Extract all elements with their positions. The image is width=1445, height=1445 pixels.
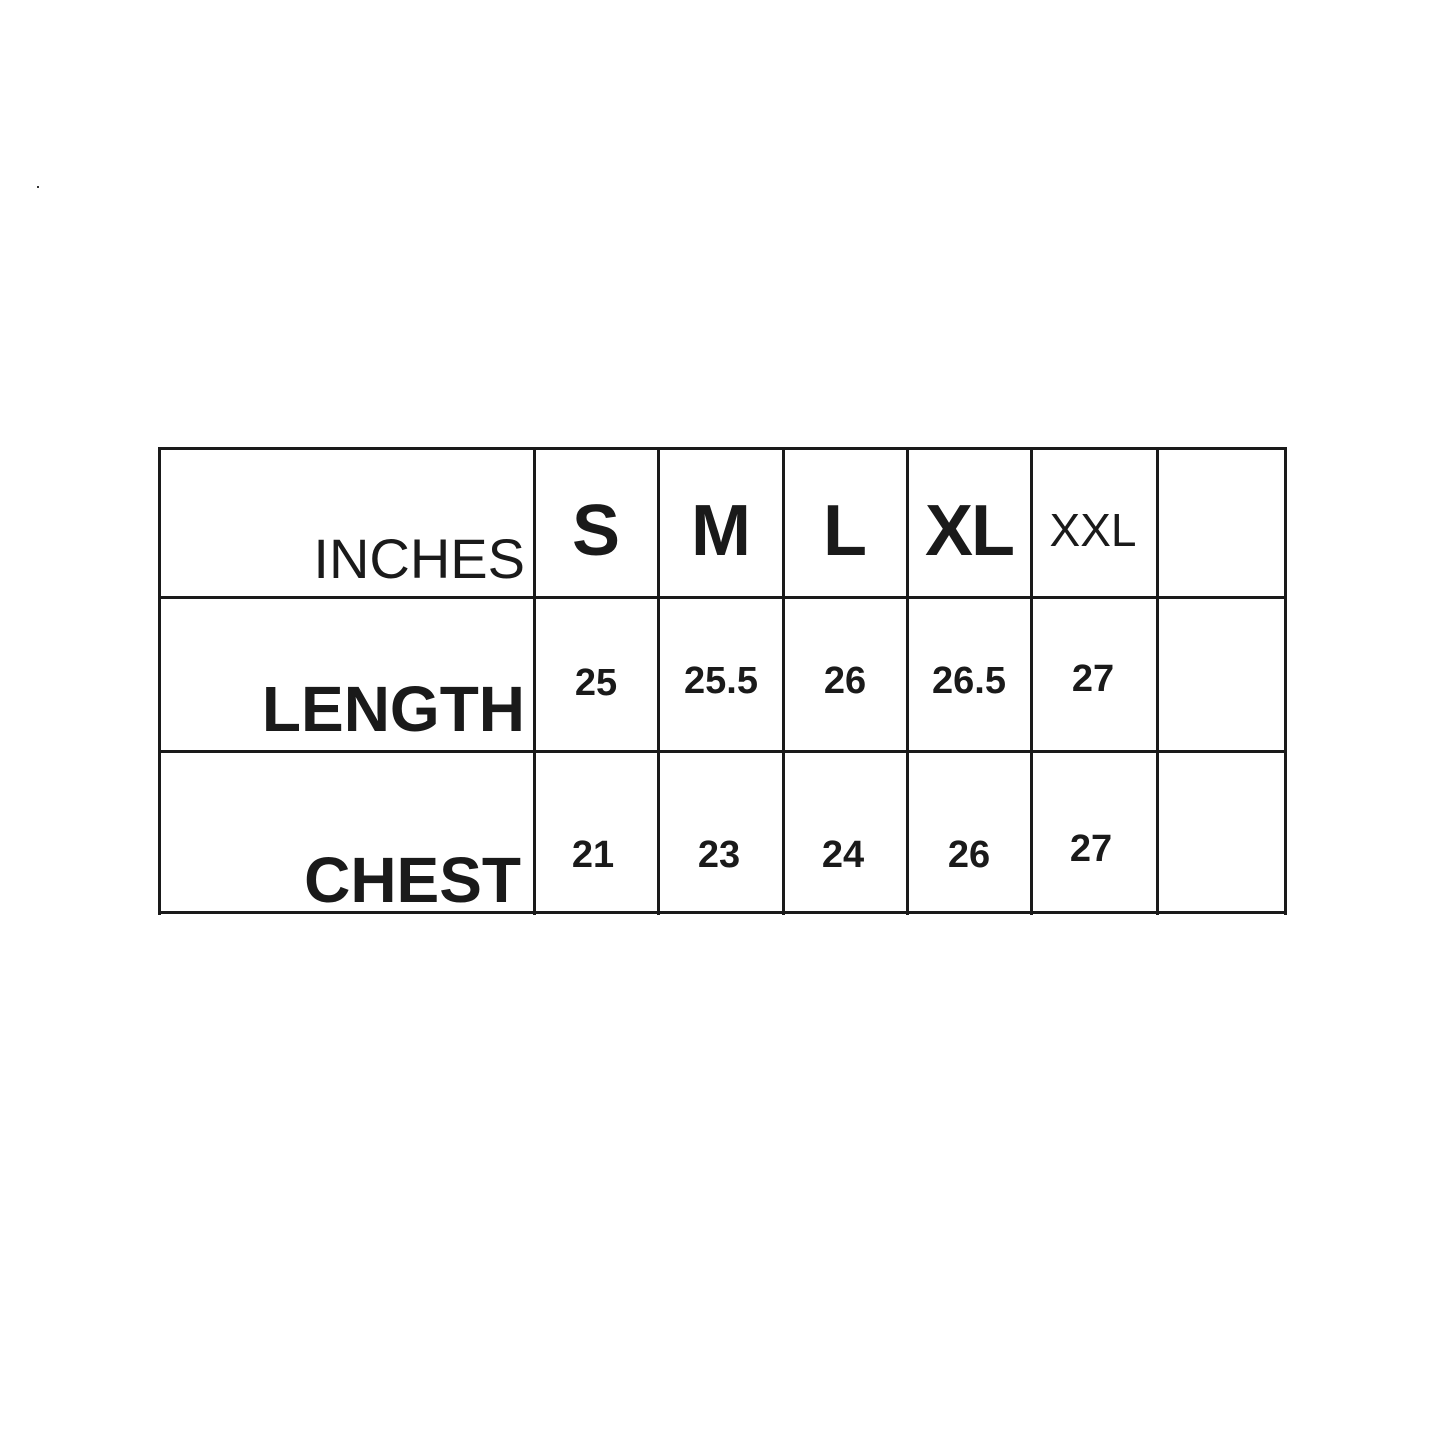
- column-divider: [782, 447, 785, 915]
- column-divider: [1030, 447, 1033, 915]
- row-divider: [159, 750, 1287, 753]
- length-xl: 26.5: [932, 660, 1006, 702]
- size-header-m: M: [691, 491, 751, 571]
- stray-dot: [37, 186, 39, 188]
- column-divider: [533, 447, 536, 915]
- chest-l: 24: [821, 834, 865, 876]
- unit-label: INCHES: [313, 527, 525, 590]
- size-header-xl: XL: [924, 491, 1015, 571]
- length-l: 26: [823, 660, 867, 702]
- column-divider: [906, 447, 909, 915]
- row-divider: [159, 596, 1287, 599]
- length-s: 25: [574, 662, 618, 704]
- table-border-top: [159, 447, 1287, 450]
- column-divider: [1156, 447, 1159, 915]
- chest-s: 21: [571, 834, 615, 876]
- size-header-xxl: XXL: [1049, 504, 1137, 556]
- size-header-s: S: [571, 491, 621, 571]
- chest-xxl: 27: [1069, 828, 1113, 870]
- column-divider: [657, 447, 660, 915]
- row-label-chest: CHEST: [304, 844, 521, 916]
- length-m: 25.5: [684, 660, 758, 702]
- chest-xl: 26: [947, 834, 991, 876]
- table-border-left: [158, 447, 161, 915]
- row-label-length: LENGTH: [261, 673, 525, 745]
- table-border-right: [1284, 447, 1287, 915]
- chest-m: 23: [697, 834, 741, 876]
- table-border-bottom: [159, 911, 1287, 914]
- size-header-l: L: [823, 491, 867, 571]
- length-xxl: 27: [1071, 658, 1115, 700]
